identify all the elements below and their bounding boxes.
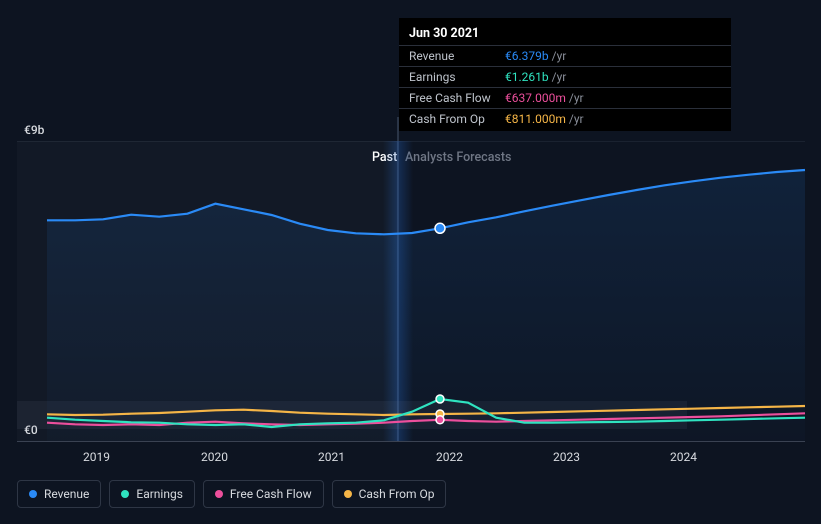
legend-item-revenue[interactable]: Revenue: [17, 480, 101, 508]
tooltip-row-unit: /yr: [569, 112, 584, 126]
tooltip-row: Revenue€6.379b/yr: [399, 45, 731, 66]
tooltip-row-label: Free Cash Flow: [409, 91, 505, 105]
hover-marker-fcf: [436, 416, 444, 424]
legend-item-earnings[interactable]: Earnings: [109, 480, 195, 508]
chart-plot[interactable]: [17, 141, 805, 441]
legend-item-label: Free Cash Flow: [230, 487, 312, 501]
zero-baseline: [17, 441, 805, 442]
legend-item-label: Cash From Op: [359, 487, 435, 501]
xaxis-tick: 2024: [670, 450, 697, 464]
tooltip-row-value: €811.000m: [505, 112, 566, 126]
tooltip-row-label: Revenue: [409, 49, 505, 63]
legend-item-fcf[interactable]: Free Cash Flow: [203, 480, 324, 508]
xaxis-tick: 2023: [553, 450, 580, 464]
tooltip-row: Cash From Op€811.000m/yr: [399, 108, 731, 129]
tooltip-row-unit: /yr: [552, 49, 567, 63]
hover-marker-revenue: [435, 223, 445, 233]
tooltip-row-label: Earnings: [409, 70, 505, 84]
legend: Revenue Earnings Free Cash Flow Cash From O…: [17, 480, 446, 508]
tooltip-row: Earnings€1.261b/yr: [399, 66, 731, 87]
tooltip-row: Free Cash Flow€637.000m/yr: [399, 87, 731, 108]
tooltip-row-value: €1.261b: [505, 70, 549, 84]
legend-bullet-icon: [121, 490, 129, 498]
tooltip-row-value: €637.000m: [505, 91, 566, 105]
tooltip-date: Jun 30 2021: [399, 24, 731, 45]
xaxis-tick: 2020: [201, 450, 228, 464]
xaxis-tick: 2022: [436, 450, 463, 464]
xaxis-tick: 2021: [318, 450, 345, 464]
legend-bullet-icon: [29, 490, 37, 498]
legend-bullet-icon: [215, 490, 223, 498]
tooltip-row-unit: /yr: [552, 70, 567, 84]
hover-tooltip: Jun 30 2021 Revenue€6.379b/yrEarnings€1.…: [399, 18, 731, 131]
hover-marker-earnings: [436, 395, 444, 403]
legend-item-label: Earnings: [136, 487, 183, 501]
legend-bullet-icon: [344, 490, 352, 498]
tooltip-row-value: €6.379b: [505, 49, 549, 63]
legend-item-cfo[interactable]: Cash From Op: [332, 480, 447, 508]
yaxis-max-label: €9b: [24, 123, 44, 137]
legend-item-label: Revenue: [44, 487, 89, 501]
tooltip-row-unit: /yr: [569, 91, 584, 105]
tooltip-row-label: Cash From Op: [409, 112, 505, 126]
xaxis-tick: 2019: [83, 450, 110, 464]
